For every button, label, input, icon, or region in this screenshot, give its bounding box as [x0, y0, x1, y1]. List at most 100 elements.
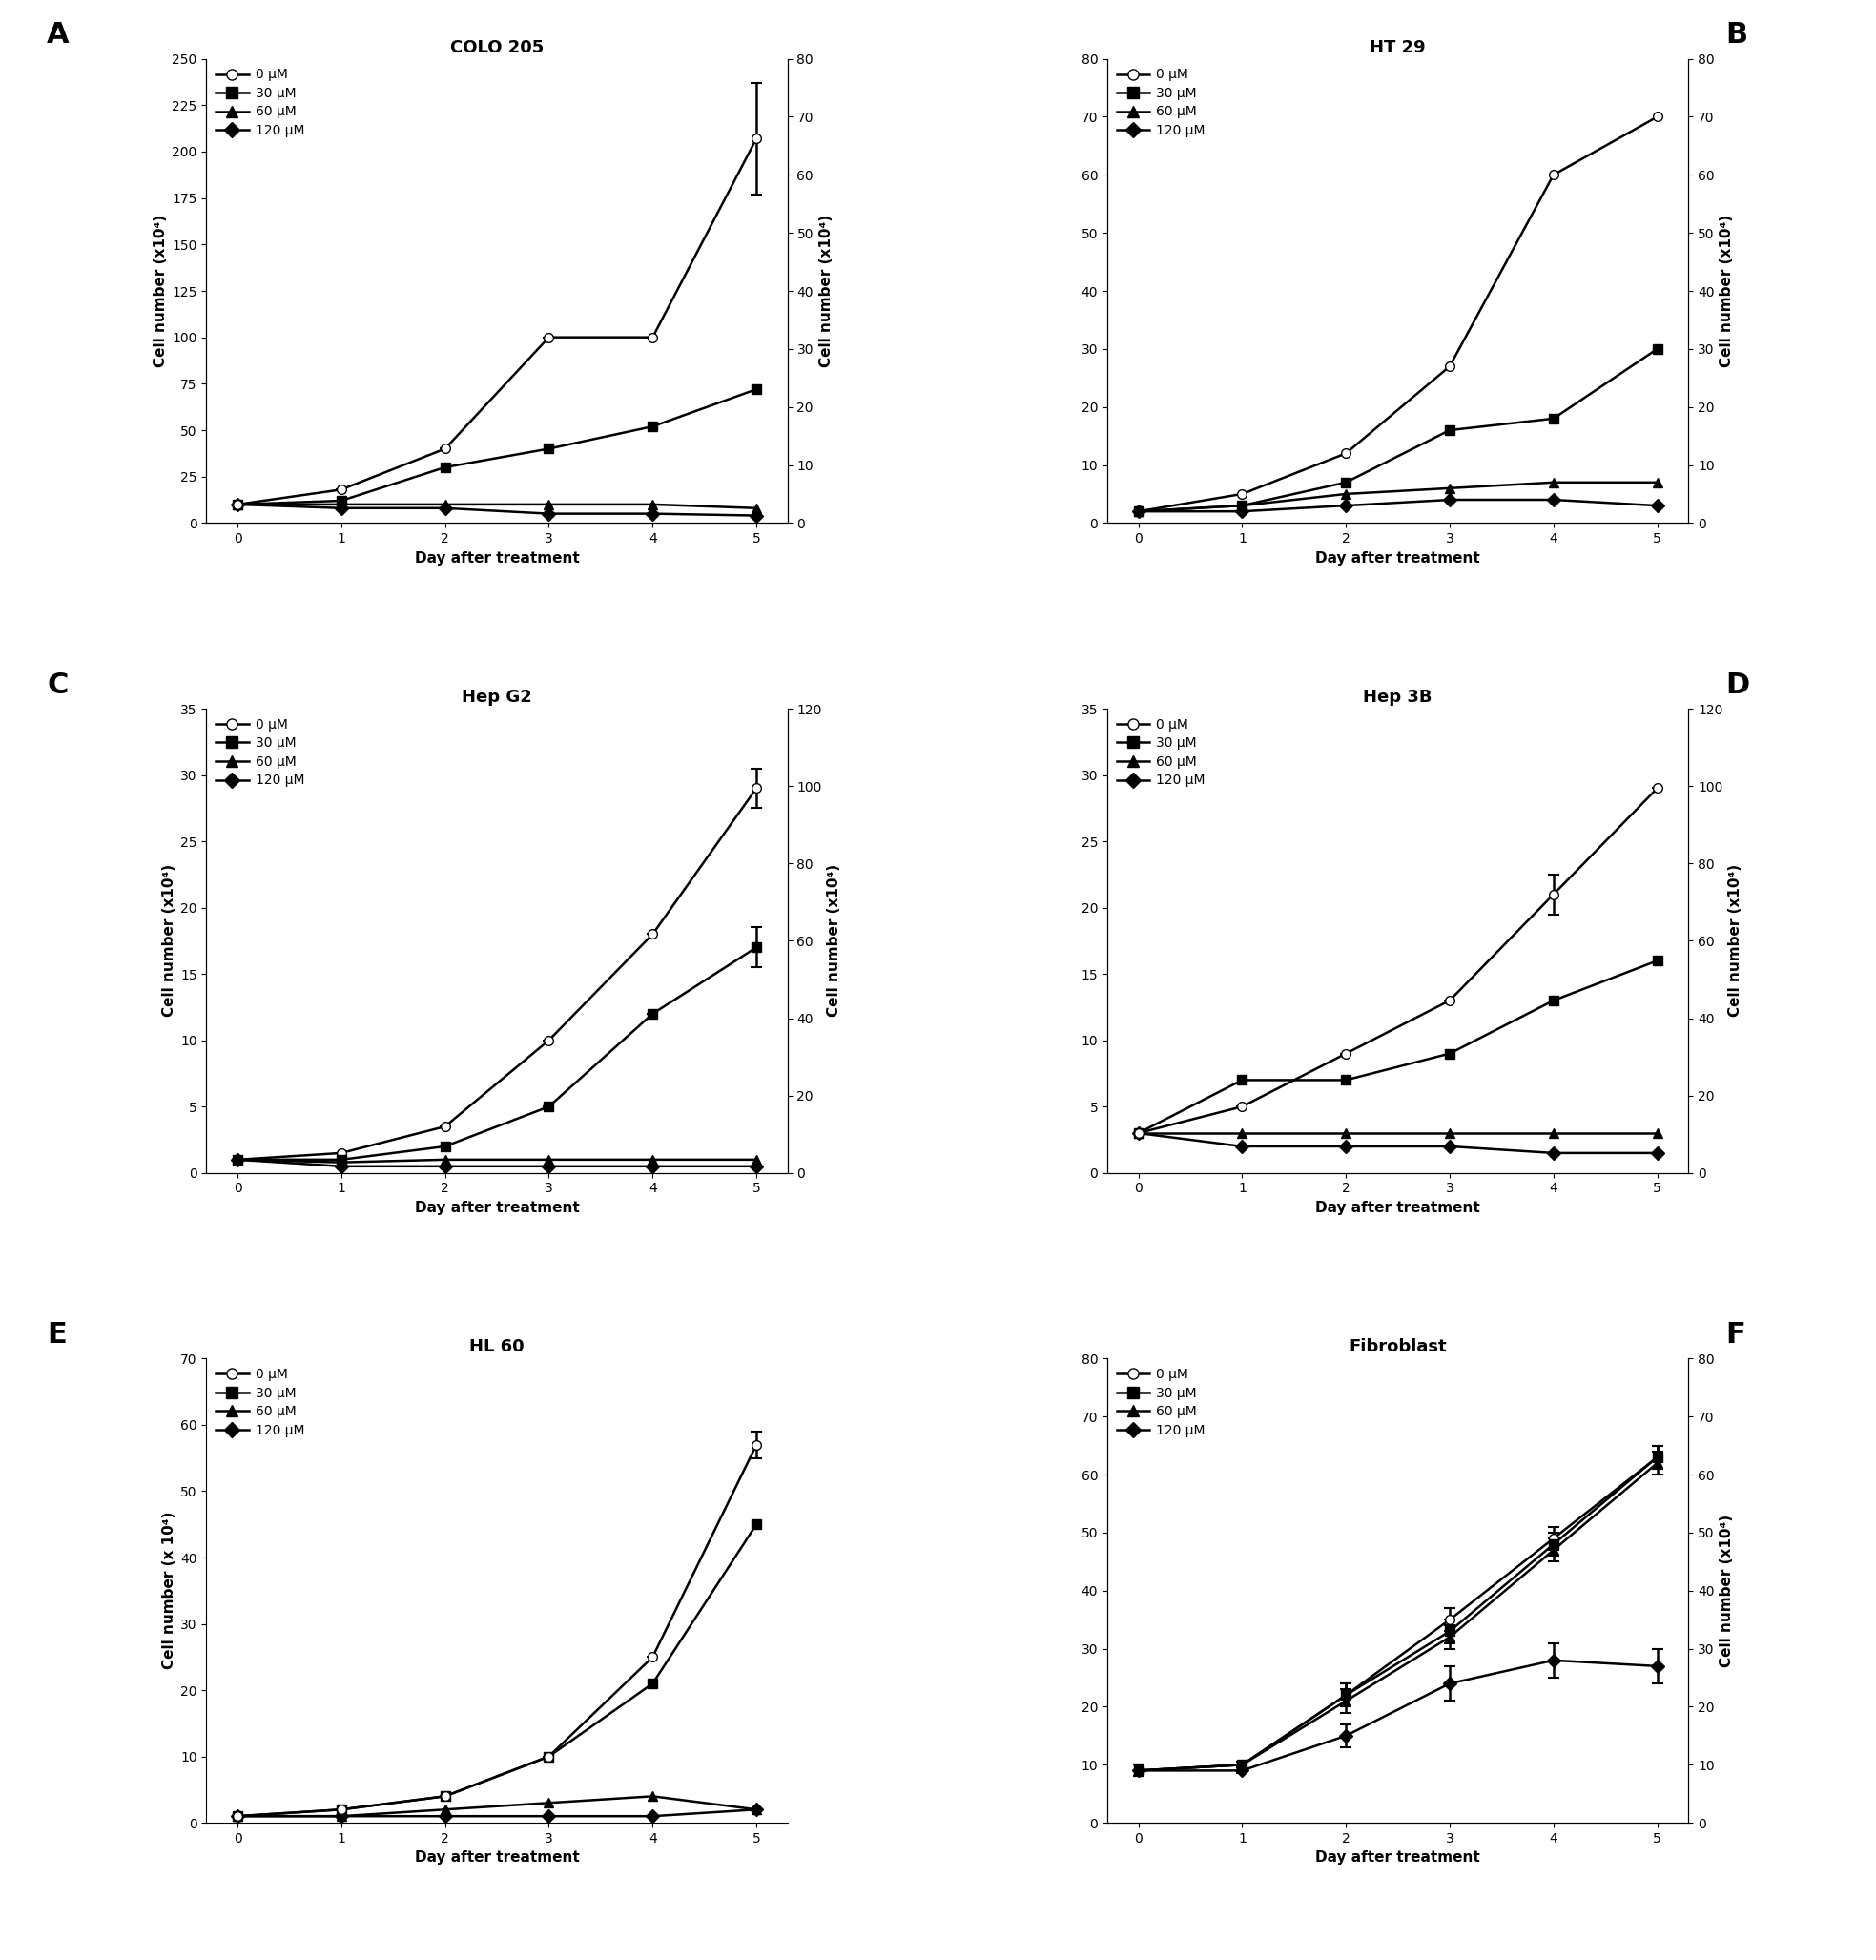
120 μM — [1334, 1135, 1356, 1158]
60 μM — [745, 1797, 767, 1821]
Title: Fibroblast: Fibroblast — [1349, 1339, 1446, 1356]
Line: 60 μM: 60 μM — [1133, 478, 1662, 515]
0 μM — [1542, 163, 1565, 186]
120 μM — [433, 1805, 456, 1829]
30 μM — [538, 437, 561, 461]
Text: F: F — [1726, 1321, 1747, 1348]
30 μM — [227, 492, 250, 515]
120 μM — [1127, 500, 1150, 523]
30 μM — [330, 1797, 353, 1821]
0 μM — [1334, 441, 1356, 465]
Text: E: E — [47, 1321, 68, 1348]
Line: 60 μM: 60 μM — [233, 1154, 762, 1166]
X-axis label: Day after treatment: Day after treatment — [415, 551, 580, 564]
60 μM — [433, 492, 456, 515]
Text: B: B — [1726, 22, 1748, 49]
60 μM — [433, 1149, 456, 1172]
60 μM — [227, 1805, 250, 1829]
60 μM — [330, 1151, 353, 1174]
30 μM — [1542, 408, 1565, 431]
Legend: 0 μM, 30 μM, 60 μM, 120 μM: 0 μM, 30 μM, 60 μM, 120 μM — [1114, 1366, 1208, 1441]
60 μM — [538, 492, 561, 515]
60 μM — [1439, 476, 1461, 500]
120 μM — [227, 1149, 250, 1172]
Line: 60 μM: 60 μM — [1133, 1129, 1662, 1137]
Y-axis label: Cell number (x10⁴): Cell number (x10⁴) — [154, 214, 169, 367]
Title: HT 29: HT 29 — [1369, 39, 1426, 57]
120 μM — [1439, 488, 1461, 512]
30 μM — [745, 1513, 767, 1537]
X-axis label: Day after treatment: Day after treatment — [1315, 1850, 1480, 1866]
30 μM — [1645, 337, 1668, 361]
60 μM — [642, 1149, 664, 1172]
30 μM — [1439, 1043, 1461, 1066]
120 μM — [330, 1805, 353, 1829]
Title: COLO 205: COLO 205 — [450, 39, 544, 57]
30 μM — [1231, 1068, 1253, 1092]
120 μM — [538, 502, 561, 525]
Line: 30 μM: 30 μM — [1133, 345, 1662, 515]
60 μM — [330, 492, 353, 515]
30 μM — [433, 455, 456, 478]
Y-axis label: Cell number (x10⁴): Cell number (x10⁴) — [820, 214, 833, 367]
Line: 30 μM: 30 μM — [233, 1519, 762, 1821]
120 μM — [433, 496, 456, 519]
0 μM — [1127, 500, 1150, 523]
0 μM — [1231, 482, 1253, 506]
30 μM — [745, 378, 767, 402]
Line: 60 μM: 60 μM — [233, 1791, 762, 1821]
120 μM — [1542, 488, 1565, 512]
120 μM — [538, 1154, 561, 1178]
Text: D: D — [1726, 670, 1750, 700]
120 μM — [745, 504, 767, 527]
30 μM — [433, 1784, 456, 1807]
Text: A: A — [47, 22, 69, 49]
120 μM — [227, 492, 250, 515]
30 μM — [1334, 1068, 1356, 1092]
X-axis label: Day after treatment: Day after treatment — [1315, 1201, 1480, 1215]
30 μM — [227, 1805, 250, 1829]
X-axis label: Day after treatment: Day after treatment — [415, 1850, 580, 1866]
60 μM — [745, 1149, 767, 1172]
60 μM — [330, 1805, 353, 1829]
60 μM — [538, 1149, 561, 1172]
30 μM — [1127, 500, 1150, 523]
Line: 120 μM: 120 μM — [233, 1154, 762, 1170]
60 μM — [1334, 482, 1356, 506]
Line: 120 μM: 120 μM — [233, 500, 762, 519]
Y-axis label: Cell number (x 10⁴): Cell number (x 10⁴) — [161, 1511, 176, 1670]
Y-axis label: Cell number (x10⁴): Cell number (x10⁴) — [1728, 864, 1743, 1017]
120 μM — [642, 502, 664, 525]
60 μM — [642, 1784, 664, 1807]
60 μM — [1127, 1121, 1150, 1145]
Line: 120 μM: 120 μM — [1133, 496, 1662, 515]
Legend: 0 μM, 30 μM, 60 μM, 120 μM: 0 μM, 30 μM, 60 μM, 120 μM — [214, 1366, 308, 1441]
60 μM — [1542, 1121, 1565, 1145]
120 μM — [227, 1805, 250, 1829]
60 μM — [227, 492, 250, 515]
120 μM — [745, 1797, 767, 1821]
120 μM — [745, 1154, 767, 1178]
60 μM — [1439, 1121, 1461, 1145]
60 μM — [642, 492, 664, 515]
Title: Hep G2: Hep G2 — [461, 688, 533, 706]
120 μM — [1334, 494, 1356, 517]
X-axis label: Day after treatment: Day after treatment — [1315, 551, 1480, 564]
30 μM — [642, 1672, 664, 1695]
120 μM — [538, 1805, 561, 1829]
30 μM — [642, 416, 664, 439]
30 μM — [1439, 417, 1461, 441]
30 μM — [1645, 949, 1668, 972]
Legend: 0 μM, 30 μM, 60 μM, 120 μM: 0 μM, 30 μM, 60 μM, 120 μM — [1114, 715, 1208, 790]
Y-axis label: Cell number (x10⁴): Cell number (x10⁴) — [161, 864, 176, 1017]
Line: 30 μM: 30 μM — [1133, 956, 1662, 1137]
Y-axis label: Cell number (x10⁴): Cell number (x10⁴) — [827, 864, 842, 1017]
X-axis label: Day after treatment: Day after treatment — [415, 1201, 580, 1215]
120 μM — [1439, 1135, 1461, 1158]
Y-axis label: Cell number (x10⁴): Cell number (x10⁴) — [1720, 1515, 1733, 1668]
Line: 0 μM: 0 μM — [1133, 112, 1662, 515]
120 μM — [1127, 1121, 1150, 1145]
30 μM — [1542, 988, 1565, 1011]
60 μM — [1127, 500, 1150, 523]
120 μM — [1645, 494, 1668, 517]
